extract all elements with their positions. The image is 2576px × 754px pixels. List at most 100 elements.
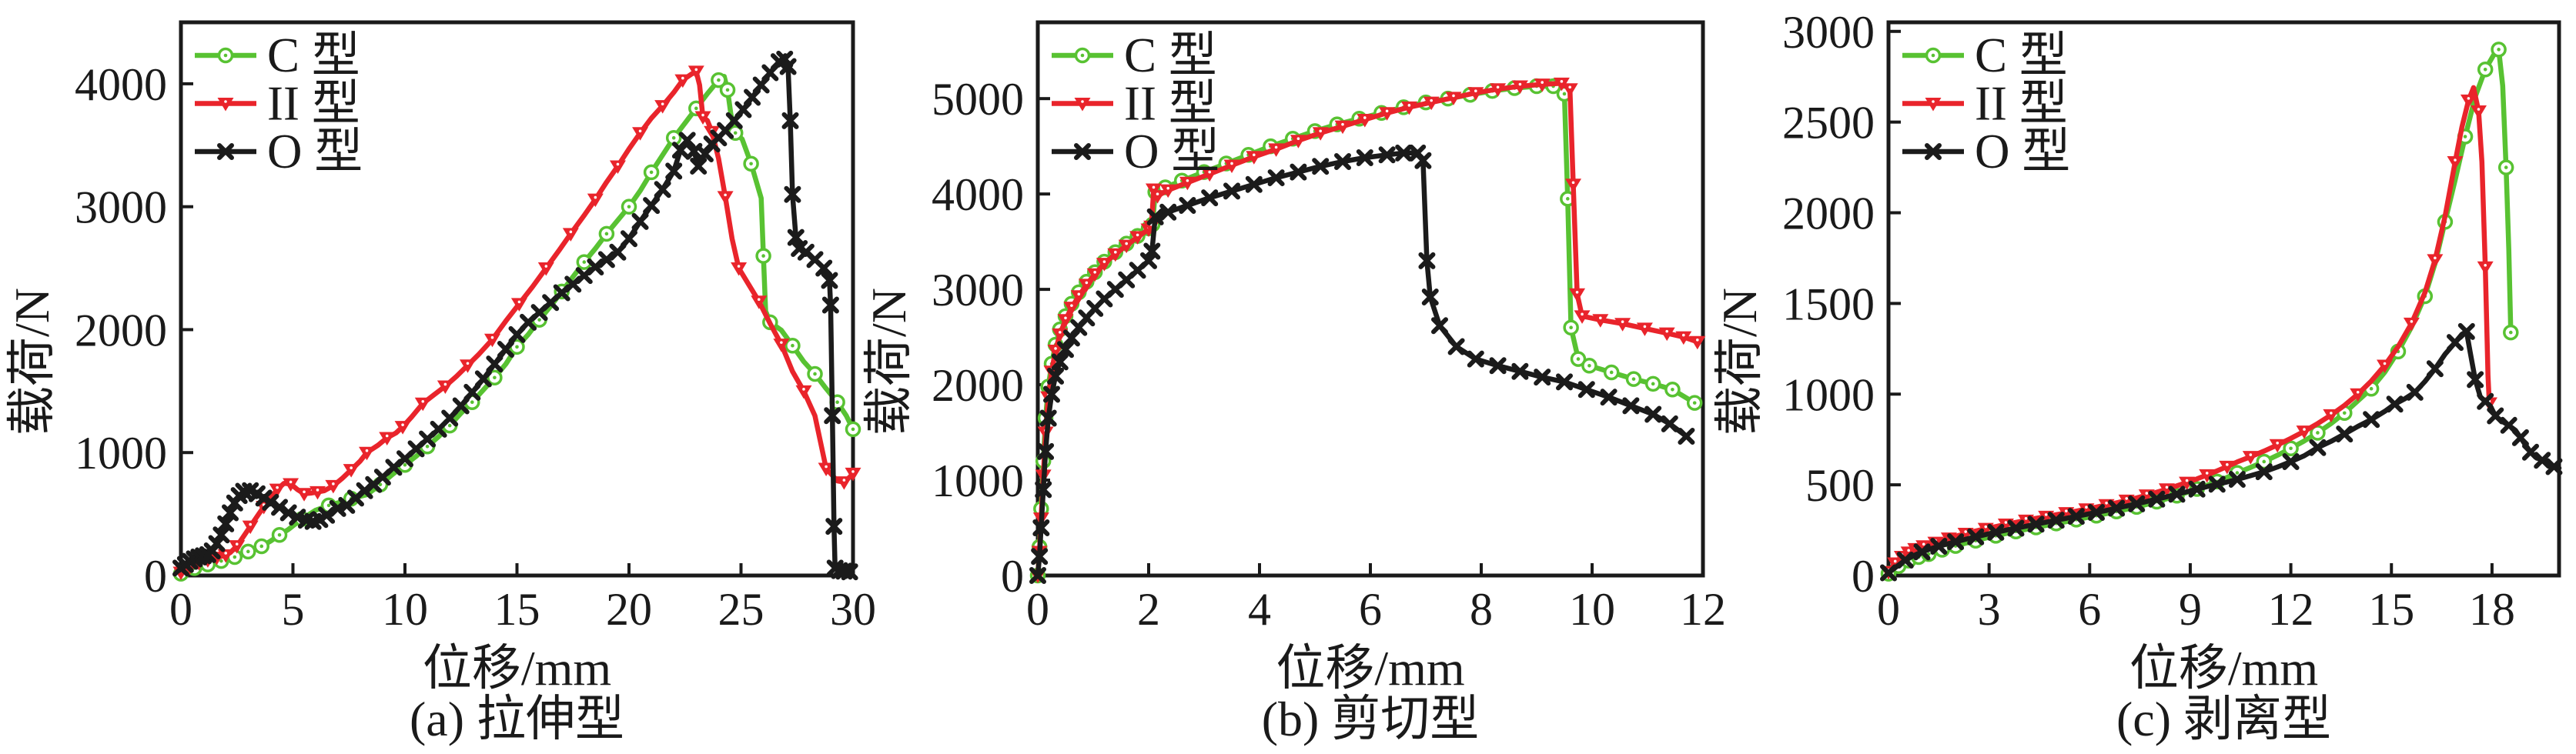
triangle-down-marker: [654, 100, 671, 114]
legend-item-O 型: O 型: [1902, 125, 2070, 178]
caption-b: (b) 剪切型: [1262, 692, 1480, 746]
y-tick-label: 4000: [932, 169, 1024, 220]
x-tick-label: 12: [1680, 584, 1726, 635]
x-cross-marker: [784, 185, 801, 203]
triangle-down-marker: [1565, 178, 1582, 192]
circle-dot-marker: [719, 82, 736, 98]
triangle-down-marker: [818, 462, 835, 476]
legend-label: C 型: [267, 28, 360, 82]
triangle-down-marker: [1129, 231, 1146, 245]
x-cross-marker: [779, 58, 797, 75]
y-axis-title-b: 载荷/N: [861, 288, 916, 435]
legend-a: C 型II 型O 型: [195, 28, 363, 178]
x-cross-marker: [2282, 452, 2300, 470]
triangle-down-marker: [1467, 87, 1484, 101]
x-cross-marker: [1447, 338, 1465, 355]
circle-dot-marker: [598, 225, 615, 242]
triangle-down-marker: [1423, 96, 1440, 111]
x-axis-title-b: 位移/mm: [1276, 641, 1464, 696]
legend-label: C 型: [1124, 28, 1217, 82]
legend-label: O 型: [267, 125, 363, 178]
triangle-down-marker: [1107, 248, 1124, 262]
x-cross-marker: [2521, 443, 2539, 461]
x-cross-marker: [690, 157, 708, 175]
triangle-down-marker: [242, 520, 259, 535]
triangle-down-marker: [795, 385, 812, 399]
triangle-down-marker: [1887, 557, 1904, 571]
triangle-down-marker: [1592, 314, 1609, 328]
chart-c: 0 3 6 9 12 15 18 0 500 1000 1500 2000 2500 3000 位移/mm 载…: [1712, 7, 2563, 746]
triangle-down-marker: [1312, 127, 1329, 141]
triangle-down-marker: [1561, 83, 1578, 97]
x-cross-marker: [1880, 564, 1897, 582]
x-cross-marker: [2007, 519, 2025, 537]
triangle-down-marker: [1223, 159, 1240, 173]
triangle-down-marker: [1201, 168, 1218, 182]
legend-item-O 型: O 型: [1052, 125, 1219, 178]
triangle-down-marker: [1689, 335, 1706, 350]
plot-frame-c: [1886, 20, 2561, 578]
y-axis-title-c: 载荷/N: [1712, 288, 1767, 435]
x-tick-label: 0: [1877, 584, 1900, 635]
triangle-down-marker: [414, 397, 431, 412]
triangle-down-marker: [1553, 77, 1570, 92]
triangle-down-marker: [2323, 409, 2340, 423]
circle-dot-marker: [2477, 62, 2494, 78]
circle-dot-marker: [643, 164, 660, 181]
triangle-down-marker: [2296, 425, 2313, 439]
legend-b: C 型II 型O 型: [1052, 28, 1219, 178]
legend-c: C 型II 型O 型: [1902, 28, 2070, 178]
x-cross-marker: [2363, 411, 2380, 429]
triangle-down-marker: [217, 98, 234, 112]
triangle-down-marker: [1159, 184, 1176, 199]
x-tick-label: 2: [1137, 584, 1160, 635]
x-cross-marker: [1967, 528, 1985, 545]
x-tick-label: 0: [169, 584, 192, 635]
x-tick-label: 18: [2469, 584, 2515, 635]
x-cross-marker: [2426, 360, 2444, 378]
triangle-down-marker: [694, 111, 711, 125]
x-cross-marker: [2457, 322, 2475, 340]
legend-label: O 型: [1975, 125, 2070, 178]
x-cross-marker: [2168, 485, 2186, 503]
triangle-down-marker: [1074, 98, 1091, 112]
x-cross-marker: [2477, 392, 2494, 410]
x-tick-label: 10: [382, 584, 428, 635]
x-cross-marker: [1577, 381, 1595, 399]
triangle-down-marker: [2447, 156, 2464, 170]
y-axis-a: 0 1000 2000 3000 4000: [75, 59, 193, 602]
legend-item-II 型: II 型: [1052, 77, 1217, 131]
x-cross-marker: [486, 355, 503, 373]
x-cross-marker: [2309, 439, 2327, 456]
triangle-down-marker: [1086, 268, 1103, 282]
triangle-down-marker: [1246, 151, 1263, 165]
triangle-down-marker: [1400, 101, 1417, 115]
x-cross-marker: [1418, 252, 1436, 269]
x-cross-marker: [271, 499, 289, 516]
x-cross-marker: [2047, 512, 2065, 529]
y-axis-b: 0 1000 2000 3000 4000 5000: [932, 74, 1050, 602]
x-cross-marker: [497, 341, 514, 359]
triangle-down-marker: [1063, 302, 1080, 315]
x-cross-marker: [2467, 371, 2484, 389]
legend-label: II 型: [267, 77, 360, 131]
x-cross-marker: [643, 197, 661, 215]
circle-dot-marker: [845, 421, 861, 438]
x-axis-a: 0 5 10 15 20 25 30: [169, 563, 876, 635]
x-cross-marker: [678, 132, 696, 149]
triangle-down-marker: [2377, 359, 2394, 374]
x-cross-marker: [217, 515, 235, 532]
triangle-down-marker: [379, 432, 396, 446]
triangle-down-marker: [2350, 388, 2367, 402]
triangle-down-marker: [609, 160, 626, 174]
x-tick-label: 20: [606, 584, 652, 635]
circle-dot-marker: [487, 369, 503, 386]
circle-dot-marker: [1581, 358, 1597, 374]
triangle-down-marker: [1511, 80, 1528, 95]
circle-dot-marker: [1686, 395, 1703, 411]
triangle-down-marker: [359, 446, 376, 461]
x-cross-marker: [2511, 429, 2529, 446]
y-tick-label: 3000: [75, 182, 167, 233]
triangle-down-marker: [2242, 451, 2259, 465]
